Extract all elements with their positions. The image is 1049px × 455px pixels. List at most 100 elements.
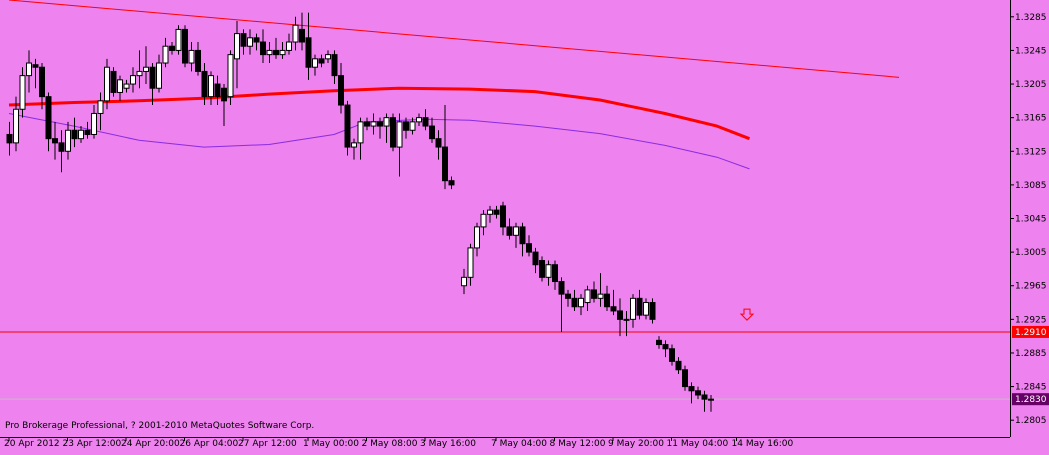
candle-body: [71, 129, 78, 140]
candle-body: [234, 33, 240, 60]
candle-body: [305, 37, 312, 68]
y-tick-label: 1.3245: [1015, 46, 1047, 56]
moving-average-fast: [8, 86, 751, 141]
candle-body: [493, 209, 500, 215]
y-tick-label: 1.3005: [1015, 248, 1047, 258]
candle-body: [461, 276, 467, 287]
candle-body: [610, 306, 617, 312]
candle-body: [143, 66, 149, 72]
candle-body: [318, 58, 325, 64]
candle-body: [584, 289, 591, 304]
candle-body: [701, 394, 708, 400]
x-tick-label: 1 May 00:00: [303, 439, 359, 449]
y-tick-label: 1.2845: [1015, 383, 1047, 393]
candle-body: [578, 297, 584, 308]
candle-body: [279, 49, 286, 56]
candle-body: [19, 75, 26, 110]
candle-body: [110, 70, 117, 93]
candle-body: [45, 96, 52, 140]
candle-body: [390, 117, 396, 148]
candle-body: [6, 133, 13, 144]
candle-body: [539, 260, 545, 278]
candle-body: [266, 49, 273, 56]
x-tick-label: 26 Apr 04:00: [180, 439, 239, 449]
y-tick-label: 1.2805: [1015, 416, 1047, 426]
candle-body: [221, 87, 227, 102]
candle-body: [188, 49, 195, 64]
copyright-text: Pro Brokerage Professional, ? 2001-2010 …: [5, 421, 314, 431]
sell-arrow-icon[interactable]: [739, 308, 755, 321]
candle-body: [364, 121, 370, 127]
y-tick-label: 1.3045: [1015, 215, 1047, 225]
candle-body: [688, 386, 695, 392]
candle-body: [201, 70, 208, 98]
candle-body: [240, 33, 247, 47]
candle-body: [675, 360, 682, 371]
candle-body: [370, 121, 377, 127]
candle-body: [39, 66, 45, 98]
x-tick-label: 9 May 20:00: [608, 439, 664, 449]
candle-body: [344, 104, 351, 148]
candle-body: [500, 205, 506, 228]
x-tick-label: 3 May 16:00: [420, 439, 476, 449]
candle-body: [227, 54, 234, 98]
candle-body: [65, 129, 71, 152]
candle-body: [636, 297, 643, 316]
candle-body: [708, 398, 714, 401]
candle-body: [695, 390, 701, 396]
candle-body: [604, 293, 610, 308]
candle-body: [299, 28, 305, 43]
candle-body: [467, 247, 474, 278]
candle-body: [506, 226, 513, 236]
candle-body: [149, 66, 156, 89]
candle-body: [253, 37, 260, 43]
candle-body: [357, 121, 364, 144]
candle-body: [32, 64, 39, 68]
level-price-tag: [1012, 325, 1049, 338]
candle-body: [429, 125, 435, 140]
y-tick-label: 1.3125: [1015, 147, 1047, 157]
candle-body: [526, 243, 532, 253]
level-price-tag-label: 1.2910: [1015, 328, 1047, 338]
candle-body: [487, 209, 493, 215]
candle-body: [260, 41, 266, 56]
candle-body: [643, 302, 649, 316]
x-tick-label: 7 May 04:00: [491, 439, 547, 449]
candle-body: [448, 180, 455, 186]
candle-body: [91, 112, 97, 135]
x-tick-label: 23 Apr 12:00: [63, 439, 122, 449]
candle-body: [383, 117, 390, 127]
candle-body: [325, 54, 331, 60]
candle-body: [214, 83, 221, 98]
candle-body: [474, 226, 480, 249]
candle-body: [656, 339, 662, 346]
candle-body: [247, 37, 253, 47]
candle-body: [130, 75, 136, 85]
candle-body: [396, 121, 403, 148]
candle-body: [182, 28, 188, 64]
candle-body: [117, 79, 123, 93]
candle-body: [403, 121, 409, 131]
candle-body: [78, 129, 84, 140]
candle-body: [123, 83, 130, 89]
candle-body: [545, 264, 552, 278]
candle-body: [26, 62, 32, 77]
y-tick-label: 1.3205: [1015, 80, 1047, 90]
candle-body: [682, 369, 688, 388]
y-tick-label: 1.2885: [1015, 349, 1047, 359]
candle-body: [169, 45, 175, 51]
candle-body: [136, 70, 143, 77]
trendline[interactable]: [8, 0, 900, 78]
y-tick-label: 1.3285: [1015, 13, 1047, 23]
candle-body: [442, 146, 448, 182]
candle-body: [597, 293, 604, 299]
candle-body: [422, 117, 429, 127]
candle-body: [338, 75, 344, 106]
candle-body: [617, 310, 623, 320]
candle-body: [175, 28, 182, 51]
x-tick-label: 11 May 04:00: [667, 439, 729, 449]
candle-body: [286, 41, 292, 51]
candle-body: [649, 302, 656, 320]
